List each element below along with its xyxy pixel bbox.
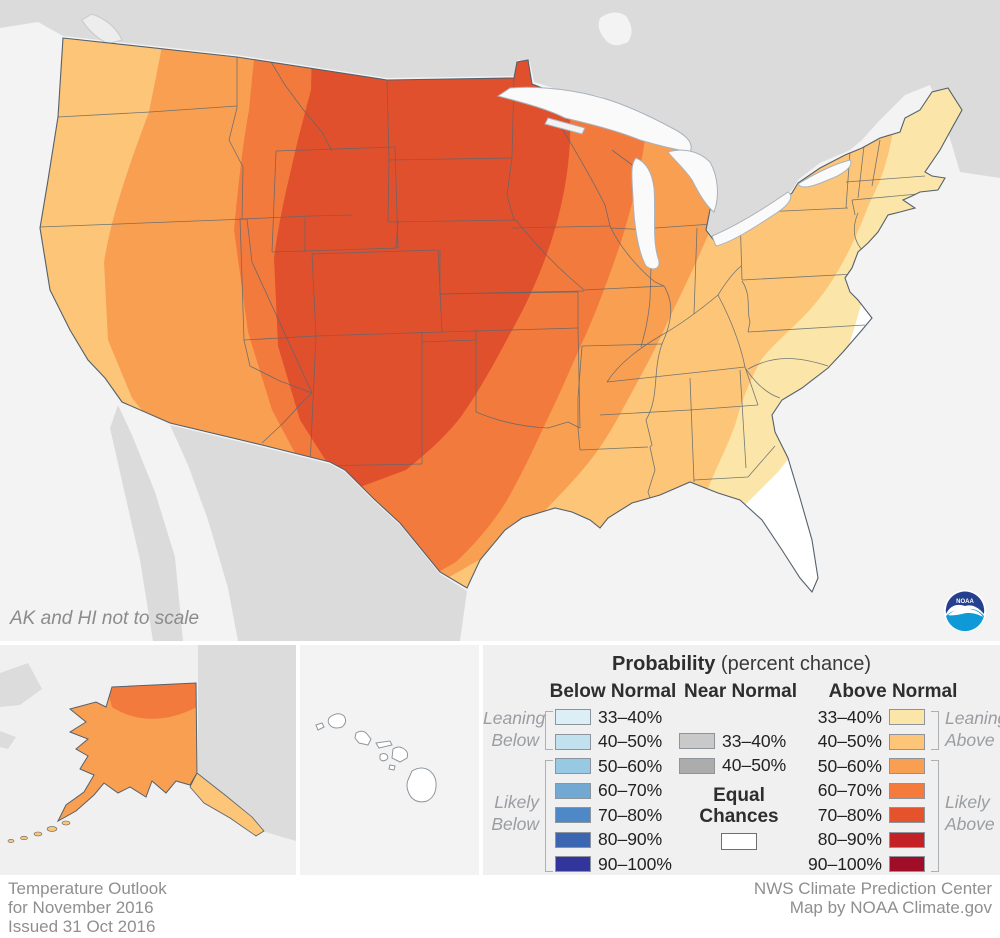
legend-range-label: 33–40% bbox=[598, 706, 663, 727]
legend-swatch bbox=[555, 831, 591, 848]
footer-credit-line: Map by NOAA Climate.gov bbox=[789, 898, 992, 917]
state-boundaries bbox=[40, 56, 926, 513]
legend-swatch bbox=[888, 782, 925, 799]
legend-swatch bbox=[888, 733, 925, 750]
legend-row: 40–50% bbox=[801, 730, 925, 755]
legend-row: 33–40% bbox=[555, 705, 679, 730]
legend-swatch bbox=[888, 709, 925, 726]
inset-row: Probability (percent chance) Below Norma… bbox=[0, 645, 1000, 875]
above-normal-header: Above Normal bbox=[828, 681, 958, 702]
legend-row: 33–40% bbox=[801, 705, 925, 730]
mexico-landmass bbox=[170, 425, 467, 641]
footer-issued-line: Issued 31 Oct 2016 bbox=[8, 917, 156, 936]
russia-landmass bbox=[0, 663, 42, 707]
legend-range-label: 40–50% bbox=[722, 755, 787, 776]
legend-row: 90–100% bbox=[555, 852, 679, 875]
leaning-above-bracket bbox=[931, 711, 939, 750]
legend-range-label: 70–80% bbox=[817, 804, 882, 825]
footer-left: Temperature Outlook for November 2016 Is… bbox=[8, 879, 167, 936]
ak-canada-landmass bbox=[198, 645, 296, 841]
legend-row: 90–100% bbox=[801, 852, 925, 875]
legend-range-label: 33–40% bbox=[722, 730, 787, 751]
russia-landmass2 bbox=[0, 731, 16, 749]
near-normal-rows: 33–40% 40–50% bbox=[679, 729, 793, 778]
leaning-above-label: Leaning Above bbox=[945, 708, 1000, 750]
alaska-panhandle bbox=[189, 772, 265, 837]
legend-range-label: 90–100% bbox=[598, 853, 672, 874]
legend-swatch bbox=[555, 807, 591, 824]
legend-row: 70–80% bbox=[801, 803, 925, 828]
likely-above-label: Likely Above bbox=[945, 792, 995, 834]
below-normal-header: Below Normal bbox=[549, 681, 677, 702]
equal-chances-header: Equal Chances bbox=[699, 785, 779, 827]
legend-row: 70–80% bbox=[555, 803, 679, 828]
legend-range-label: 33–40% bbox=[817, 706, 882, 727]
equal-chances-swatch bbox=[721, 833, 757, 850]
legend-range-label: 80–90% bbox=[817, 829, 882, 850]
scale-note: AK and HI not to scale bbox=[10, 608, 200, 629]
legend-swatch bbox=[888, 807, 925, 824]
legend-range-label: 60–70% bbox=[817, 780, 882, 801]
likely-below-label: Likely Below bbox=[491, 792, 539, 834]
footer-source-line: NWS Climate Prediction Center bbox=[753, 879, 992, 898]
legend-range-label: 70–80% bbox=[598, 804, 663, 825]
alaska-band-60-70 bbox=[100, 683, 197, 719]
band-above-70-80 bbox=[274, 38, 571, 490]
legend-range-label: 80–90% bbox=[598, 829, 663, 850]
legend-swatch bbox=[555, 733, 591, 750]
legend-row: 80–90% bbox=[555, 828, 679, 853]
legend-title: Probability (percent chance) bbox=[612, 653, 871, 675]
legend-range-label: 90–100% bbox=[808, 853, 882, 874]
footer: Temperature Outlook for November 2016 Is… bbox=[0, 875, 1000, 938]
baja-peninsula bbox=[110, 405, 183, 641]
likely-below-bracket bbox=[545, 760, 553, 872]
great-lakes bbox=[496, 86, 852, 270]
legend-row: 80–90% bbox=[801, 828, 925, 853]
below-normal-rows: 33–40% 40–50% 50–60% 60–70% 70–80% 80–90% 90–1… bbox=[555, 705, 679, 875]
legend-row: 60–70% bbox=[801, 779, 925, 804]
legend-range-label: 40–50% bbox=[817, 731, 882, 752]
legend-row: 60–70% bbox=[555, 779, 679, 804]
legend-swatch bbox=[888, 758, 925, 775]
conus-map: NOAA bbox=[0, 0, 1000, 641]
legend-swatch bbox=[555, 856, 591, 873]
legend-swatch bbox=[555, 709, 591, 726]
lake-winnipeg bbox=[598, 12, 632, 46]
legend-row: 50–60% bbox=[555, 754, 679, 779]
near-normal-header: Near Normal bbox=[684, 681, 797, 702]
legend-range-label: 50–60% bbox=[598, 755, 663, 776]
aleutian-islands bbox=[7, 820, 71, 843]
probability-legend: Probability (percent chance) Below Norma… bbox=[483, 645, 1000, 875]
legend-range-label: 40–50% bbox=[598, 731, 663, 752]
legend-swatch bbox=[888, 831, 925, 848]
footer-title-line: Temperature Outlook bbox=[8, 879, 167, 898]
leaning-below-bracket bbox=[545, 711, 553, 750]
above-normal-rows: 33–40% 40–50% 50–60% 60–70% 70–80% 80–90% 90–1… bbox=[801, 705, 925, 875]
svg-text:NOAA: NOAA bbox=[956, 599, 974, 605]
legend-range-label: 60–70% bbox=[598, 780, 663, 801]
hawaii-islands bbox=[315, 713, 437, 803]
canada-landmass bbox=[0, 0, 1000, 236]
legend-row: 50–60% bbox=[801, 754, 925, 779]
legend-swatch bbox=[555, 758, 591, 775]
legend-swatch bbox=[555, 782, 591, 799]
likely-above-bracket bbox=[931, 760, 939, 872]
legend-row: 40–50% bbox=[679, 754, 793, 779]
legend-swatch bbox=[888, 856, 925, 873]
legend-swatch bbox=[679, 757, 715, 774]
legend-row: 33–40% bbox=[679, 729, 793, 754]
legend-row: 40–50% bbox=[555, 730, 679, 755]
hawaii-inset bbox=[300, 645, 479, 875]
footer-right: NWS Climate Prediction Center Map by NOA… bbox=[754, 879, 992, 917]
equal-chances-block: Equal Chances bbox=[679, 785, 799, 850]
legend-range-label: 50–60% bbox=[817, 755, 882, 776]
footer-month-line: for November 2016 bbox=[8, 898, 154, 917]
legend-swatch bbox=[679, 733, 715, 750]
alaska-inset bbox=[0, 645, 296, 875]
noaa-logo: NOAA bbox=[944, 590, 986, 632]
leaning-below-label: Leaning Below bbox=[483, 708, 546, 750]
